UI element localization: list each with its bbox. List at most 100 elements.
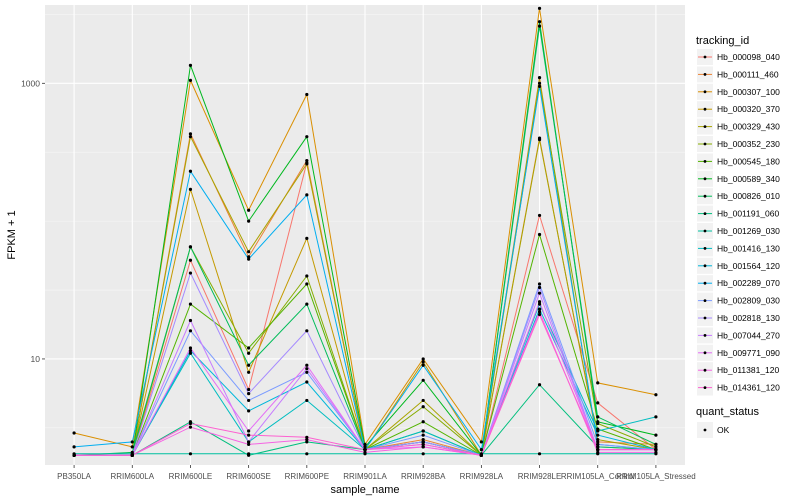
data-point: [247, 250, 251, 254]
data-point: [479, 440, 483, 444]
data-point: [537, 20, 542, 24]
data-point: [537, 285, 542, 290]
data-point: [188, 318, 193, 323]
data-point: [72, 453, 76, 457]
data-point: [537, 291, 542, 295]
data-point: [596, 433, 600, 437]
data-point: [363, 445, 367, 449]
quant-legend-items: OK: [697, 422, 730, 438]
data-point: [305, 282, 309, 286]
y-axis: 10 1000: [21, 78, 45, 364]
data-point: [72, 445, 76, 449]
data-point: [537, 300, 542, 304]
legend-label: Hb_000352_230: [717, 139, 780, 149]
legend-label: Hb_001269_030: [717, 226, 780, 236]
legend-items: Hb_000098_040 Hb_000111_460 Hb_000307_100 H…: [697, 49, 780, 396]
quant-legend-title: quant_status: [696, 406, 759, 418]
legend-key-point: [703, 90, 707, 94]
data-point: [596, 429, 600, 433]
data-point: [247, 208, 251, 212]
data-point: [537, 24, 542, 28]
data-point: [596, 381, 600, 385]
y-axis-title: FPKM + 1: [6, 210, 18, 259]
legend-key-point: [703, 212, 707, 216]
data-point: [305, 398, 309, 403]
data-point: [305, 452, 309, 456]
x-axis: PB350LA RRIM600LA RRIM600LE RRIM600SE RRIM60…: [57, 465, 696, 481]
data-point: [421, 378, 425, 382]
data-point: [596, 420, 600, 424]
data-point: [188, 348, 193, 353]
x-tick-label: RRIM928LA: [460, 472, 504, 481]
x-tick-label: RRIM600SE: [226, 472, 270, 481]
data-point: [188, 258, 193, 262]
data-point: [247, 387, 251, 392]
data-point: [188, 271, 193, 275]
legend-label: Hb_000320_370: [717, 104, 780, 114]
data-point: [479, 447, 483, 452]
data-point: [305, 92, 309, 97]
data-point: [188, 302, 193, 306]
data-point: [654, 393, 658, 397]
data-point: [305, 440, 309, 444]
legend-key-point: [703, 55, 707, 59]
data-point: [479, 453, 483, 457]
data-point: [421, 440, 425, 444]
data-point: [247, 351, 251, 355]
data-point: [188, 329, 193, 333]
x-axis-title: sample_name: [330, 484, 399, 496]
legend-label: Hb_000098_040: [717, 52, 780, 62]
x-tick-label: RRIM901LA: [343, 472, 387, 481]
data-point: [421, 398, 425, 403]
data-point: [188, 78, 193, 82]
data-point: [421, 452, 425, 456]
data-point: [654, 433, 658, 437]
data-point: [305, 435, 309, 439]
data-point: [188, 421, 193, 426]
data-point: [188, 425, 193, 429]
data-point: [596, 450, 600, 454]
data-point: [305, 158, 309, 163]
data-point: [596, 415, 600, 419]
data-point: [188, 452, 193, 456]
data-point: [188, 187, 193, 191]
data-point: [537, 76, 542, 80]
y-tick-label: 1000: [21, 78, 40, 88]
legend-label: Hb_001191_060: [717, 209, 780, 219]
x-tick-label: RRIM105LA_Control: [561, 472, 635, 481]
legend-key-point: [703, 125, 707, 128]
x-tick-label: PB350LA: [57, 472, 91, 481]
data-point: [247, 255, 251, 259]
data-point: [421, 445, 425, 449]
data-point: [305, 135, 309, 139]
data-point: [596, 447, 600, 452]
quant-legend-label: OK: [717, 425, 730, 435]
legend-key-point: [703, 264, 707, 268]
data-point: [537, 138, 542, 142]
data-point: [654, 450, 658, 454]
data-point: [596, 442, 600, 446]
x-tick-label: RRIM600LA: [110, 472, 154, 481]
data-point: [654, 445, 658, 449]
x-tick-label: RRIM600LE: [169, 472, 213, 481]
data-point: [247, 409, 251, 413]
data-point: [596, 445, 600, 449]
data-point: [305, 380, 309, 384]
y-tick-label: 10: [31, 354, 41, 364]
data-point: [305, 302, 309, 306]
data-point: [305, 193, 309, 197]
data-point: [363, 447, 367, 452]
data-point: [363, 442, 367, 446]
legend-key-point: [703, 142, 707, 146]
data-point: [188, 135, 193, 139]
data-point: [305, 370, 309, 374]
x-tick-label: RRIM600PE: [285, 472, 329, 481]
data-point: [537, 232, 542, 237]
legend-label: Hb_001564_120: [717, 261, 780, 271]
legend-label: Hb_011381_120: [717, 365, 780, 375]
data-point: [654, 415, 658, 419]
data-point: [188, 169, 193, 173]
data-point: [305, 437, 309, 442]
data-point: [421, 433, 425, 437]
